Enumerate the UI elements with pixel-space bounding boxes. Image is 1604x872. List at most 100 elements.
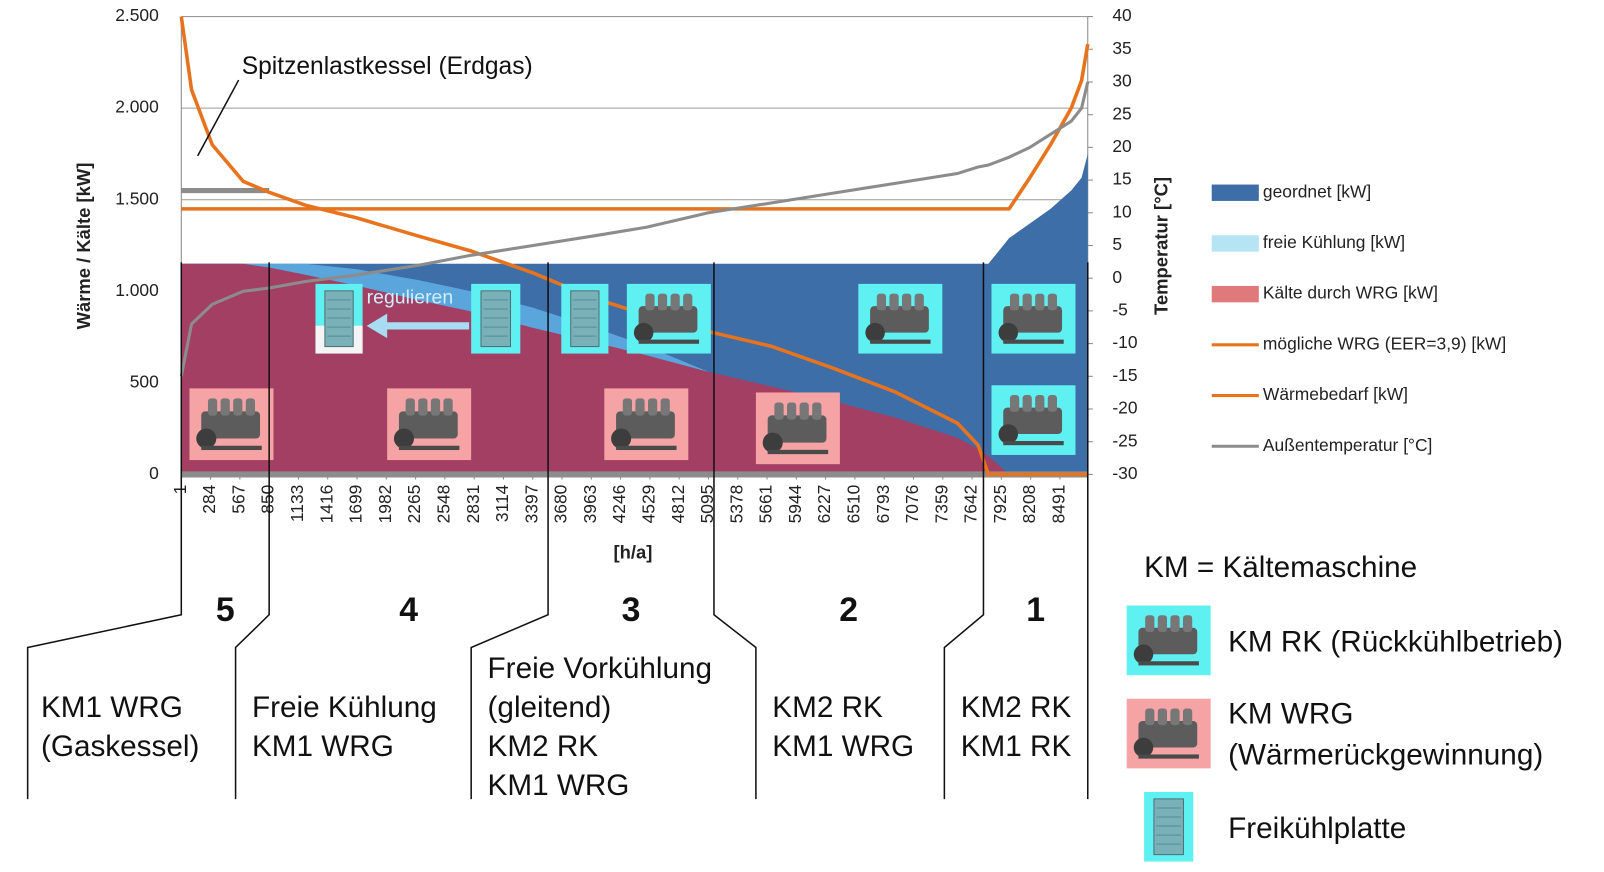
icon-cyl — [1157, 615, 1168, 632]
icon-cyl — [660, 398, 670, 416]
icon-plate — [1153, 798, 1184, 856]
y2-tick-label: 40 — [1112, 5, 1131, 25]
zone-text: KM2 RK — [961, 691, 1072, 724]
icon-foot — [201, 445, 262, 451]
icon-cyl — [1145, 615, 1155, 632]
legend-swatch — [1211, 184, 1259, 201]
legend-swatch — [1211, 285, 1259, 303]
y2-axis-label: Temperatur [°C] — [1151, 177, 1172, 315]
x-tick-label: 1982 — [375, 485, 395, 524]
x-tick-label: 850 — [258, 485, 278, 514]
icon-cyl — [799, 402, 809, 420]
icon-cyl — [889, 293, 899, 311]
y2-tick-label: -30 — [1112, 463, 1137, 483]
zone-text: Freie Kühlung — [252, 691, 437, 724]
icon-cyl — [1022, 395, 1032, 412]
zone-text: KM1 WRG — [41, 691, 183, 724]
icon-cyl — [876, 293, 887, 311]
zone-number: 1 — [1026, 591, 1045, 629]
key-label: KM WRG — [1228, 697, 1353, 730]
icon-wheel — [611, 428, 632, 449]
icon-foot — [767, 449, 829, 455]
key-label: Freikühlplatte — [1228, 812, 1406, 845]
icon-body — [870, 306, 929, 333]
zone-text: Freie Vorkühlung — [488, 652, 712, 685]
icon — [1126, 605, 1211, 676]
legend-label: mögliche WRG (EER=3,9) [kW] — [1263, 333, 1506, 353]
x-tick-label: 5944 — [785, 484, 805, 523]
icon-body — [398, 411, 458, 439]
icon-wheel — [762, 432, 783, 453]
x-tick-label: 2831 — [463, 485, 483, 524]
icon — [604, 388, 689, 461]
icon-wheel — [1133, 644, 1154, 665]
icon-body — [638, 306, 698, 333]
icon-cyl — [1047, 293, 1058, 311]
zone-text: KM2 RK — [772, 691, 883, 724]
icon — [991, 385, 1076, 455]
legend-label: freie Kühlung [kW] — [1263, 232, 1405, 252]
x-tick-label: 3114 — [492, 484, 512, 522]
x-tick-label: 1699 — [346, 485, 366, 524]
icon-cyl — [645, 293, 655, 311]
annotation-leader — [197, 79, 240, 157]
icon-cyl — [1047, 395, 1058, 412]
icon-cyl — [1035, 293, 1045, 311]
zone-text: KM1 WRG — [772, 730, 914, 763]
icon-cyl — [1009, 293, 1020, 311]
icon-foot — [1003, 441, 1064, 446]
legend-label: Kälte durch WRG [kW] — [1263, 283, 1438, 303]
icon-cyl — [622, 398, 633, 416]
icon-cyl — [902, 293, 912, 311]
y-tick-label: 1.000 — [115, 280, 159, 300]
icon-cyl — [635, 398, 645, 416]
x-tick-label: 7925 — [990, 485, 1010, 524]
x-tick-label: 8208 — [1019, 485, 1039, 524]
icon-wheel — [393, 428, 415, 449]
x-tick-label: 284 — [199, 484, 219, 513]
annotation: Spitzenlastkessel (Erdgas) — [242, 53, 533, 80]
icon-cyl — [1182, 615, 1193, 632]
icon-cyl — [1157, 708, 1168, 726]
icon-foot — [616, 445, 677, 451]
icon — [991, 283, 1076, 354]
x-tick-label: 3397 — [521, 485, 541, 524]
x-tick-label: 5378 — [726, 485, 746, 524]
line — [181, 43, 1090, 211]
y-tick-label: 2.000 — [115, 97, 159, 117]
y2-tick-label: -5 — [1112, 299, 1127, 319]
y2-tick-label: -15 — [1112, 365, 1137, 385]
icon-cyl — [233, 398, 243, 416]
icon-cyl — [1022, 293, 1032, 311]
y2-tick-label: 5 — [1112, 234, 1122, 254]
zone-text: KM2 RK — [488, 730, 599, 763]
x-tick-label: 3963 — [580, 485, 600, 524]
y2-tick-label: 30 — [1112, 71, 1131, 91]
y2-tick-label: 25 — [1112, 103, 1131, 123]
zone-divider — [943, 474, 985, 800]
icon-wheel — [998, 322, 1019, 343]
icon-wheel — [1133, 737, 1154, 758]
x-tick-label: 3680 — [551, 485, 571, 524]
icon-wheel — [998, 424, 1019, 444]
x-tick-label: 7076 — [902, 485, 922, 524]
zone-divider — [234, 474, 270, 800]
zone-text: KM1 WRG — [488, 769, 630, 802]
x-tick-label: 1 — [170, 485, 190, 495]
x-tick-label: 7359 — [931, 485, 951, 524]
icon-body — [1003, 306, 1063, 333]
icon-plate — [324, 290, 354, 348]
icon — [858, 283, 943, 354]
icon-foot — [398, 445, 460, 451]
y-tick-label: 1.500 — [115, 188, 159, 208]
icon-cyl — [657, 293, 668, 311]
icon — [1144, 791, 1194, 862]
y2-tick-label: 35 — [1112, 38, 1131, 58]
zone-divider — [26, 474, 183, 800]
icon-cyl — [774, 402, 784, 420]
icon-cyl — [405, 398, 415, 416]
icon-foot — [1138, 661, 1199, 666]
x-tick-label: 4812 — [668, 485, 688, 524]
icon-cyl — [786, 402, 797, 420]
icon-cyl — [418, 398, 428, 416]
